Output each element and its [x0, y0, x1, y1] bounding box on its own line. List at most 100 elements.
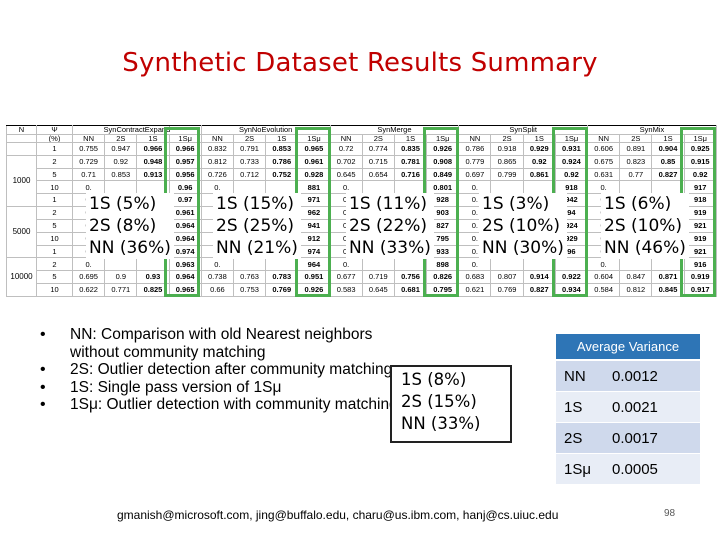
- value-cell: [232, 180, 267, 195]
- overlay-line: 2S (10%): [604, 216, 683, 236]
- method-header: NN: [329, 133, 363, 143]
- value-cell: 0.702: [329, 154, 363, 169]
- variance-row: 1Sμ 0.0005: [556, 453, 700, 485]
- value-cell: 0.719: [361, 270, 395, 285]
- value-cell: 0.: [71, 257, 106, 272]
- overlay-line: NN (33%): [349, 238, 431, 258]
- overlay-callout: 1S (6%) 2S (10%) NN (46%): [601, 193, 689, 259]
- psi-cell: 2: [36, 257, 73, 272]
- method-header: NN: [587, 133, 621, 143]
- variance-row: NN 0.0012: [556, 360, 700, 392]
- variance-method: NN: [556, 360, 604, 392]
- value-cell: 0.783: [265, 270, 299, 285]
- value-cell: 0.712: [232, 167, 267, 182]
- bullet-item: 2S: Outlier detection after community ma…: [40, 361, 400, 379]
- value-cell: 0.823: [619, 154, 653, 169]
- summary-box: 1S (8%) 2S (15%) NN (33%): [390, 365, 512, 443]
- value-cell: 0.681: [393, 283, 428, 297]
- value-cell: 0.947: [104, 142, 138, 156]
- variance-method: 2S: [556, 422, 604, 454]
- value-cell: 0.9: [104, 270, 138, 285]
- value-cell: 0.957: [168, 154, 202, 169]
- n-header-blank: [6, 133, 37, 143]
- value-cell: 0.929: [522, 142, 556, 156]
- value-cell: 0.756: [393, 270, 428, 285]
- value-cell: [393, 257, 428, 272]
- overlay-line: 1S (6%): [604, 194, 672, 214]
- psi-cell: 1: [36, 142, 73, 156]
- value-cell: 0.92: [104, 154, 138, 169]
- variance-value: 0.0017: [604, 422, 700, 454]
- value-cell: 0.847: [619, 270, 653, 285]
- n-cell: 5000: [6, 206, 37, 259]
- variance-table: Average Variance NN 0.0012 1S 0.0021 2S …: [556, 334, 700, 485]
- value-cell: 0.786: [458, 142, 492, 156]
- value-cell: 0.71: [71, 167, 106, 182]
- value-cell: [393, 180, 428, 195]
- value-cell: 0.92: [522, 154, 556, 169]
- bullet-item: 1Sμ: Outlier detection with community ma…: [40, 396, 400, 414]
- overlay-line: 2S (8%): [89, 216, 157, 236]
- psi-cell: 1: [36, 193, 73, 208]
- value-cell: [522, 180, 556, 195]
- psi-unit: (%): [36, 133, 73, 143]
- value-cell: 0.: [587, 180, 621, 195]
- value-cell: 0.645: [361, 283, 395, 297]
- n-header: N: [6, 125, 37, 135]
- variance-method: 1S: [556, 391, 604, 423]
- bullet-item: NN: Comparison with old Nearest neighbor…: [40, 326, 400, 361]
- value-cell: 0.771: [104, 283, 138, 297]
- value-cell: 0.769: [265, 283, 299, 297]
- variance-header: Average Variance: [556, 334, 700, 361]
- psi-header: Ψ: [36, 125, 73, 135]
- value-cell: 0.: [329, 257, 363, 272]
- value-cell: 0.: [458, 257, 492, 272]
- overlay-callout: 1S (15%) 2S (25%) NN (21%): [213, 193, 301, 259]
- value-cell: 0.: [200, 180, 234, 195]
- value-cell: 0.774: [361, 142, 395, 156]
- value-cell: 0.622: [71, 283, 106, 297]
- value-cell: 0.695: [71, 270, 106, 285]
- value-cell: 0.755: [71, 142, 106, 156]
- value-cell: 0.697: [458, 167, 492, 182]
- overlay-callout: 1S (11%) 2S (22%) NN (33%): [346, 193, 434, 259]
- page-number: 98: [664, 508, 676, 519]
- value-cell: [522, 257, 556, 272]
- value-cell: 0.779: [458, 154, 492, 169]
- value-cell: [104, 257, 138, 272]
- table-row: 10 0. 0.96 0. 881 0. 0.801 0. 918 0. 917: [7, 180, 717, 195]
- value-cell: 0.583: [329, 283, 363, 297]
- value-cell: 0.584: [587, 283, 621, 297]
- value-cell: [361, 257, 395, 272]
- value-cell: 0.752: [265, 167, 299, 182]
- variance-value: 0.0005: [604, 453, 700, 485]
- value-cell: 0.918: [490, 142, 524, 156]
- table-row: 5 0.695 0.9 0.93 0.964 0.738 0.763 0.783 0.951 0.…: [7, 270, 717, 285]
- method-header: 2S: [232, 133, 267, 143]
- bullet-item: 1S: Single pass version of 1Sμ: [40, 379, 400, 397]
- summary-line: NN (33%): [401, 414, 481, 433]
- value-cell: [619, 180, 653, 195]
- value-cell: 0.66: [200, 283, 234, 297]
- overlay-line: 2S (22%): [349, 216, 428, 236]
- value-cell: 0.733: [232, 154, 267, 169]
- value-cell: 0.853: [104, 167, 138, 182]
- overlay-callout: 1S (5%) 2S (8%) NN (36%): [86, 193, 174, 259]
- value-cell: 0.729: [71, 154, 106, 169]
- overlay-line: 2S (10%): [482, 216, 561, 236]
- table-row: 5 0.71 0.853 0.913 0.956 0.726 0.712 0.752 0.928…: [7, 167, 717, 182]
- value-cell: 0.781: [393, 154, 428, 169]
- value-cell: 0.72: [329, 142, 363, 156]
- value-cell: 0.: [329, 180, 363, 195]
- method-header: 2S: [361, 133, 395, 143]
- variance-value: 0.0021: [604, 391, 700, 423]
- value-cell: 0.832: [200, 142, 234, 156]
- overlay-line: NN (21%): [216, 238, 298, 258]
- slide-title: Synthetic Dataset Results Summary: [122, 48, 598, 78]
- method-header: NN: [458, 133, 492, 143]
- value-cell: 0.914: [522, 270, 556, 285]
- table-row: 1000 2 0.729 0.92 0.948 0.957 0.812 0.733 0.786 0…: [6, 154, 717, 208]
- value-cell: [619, 257, 653, 272]
- summary-line: 2S (15%): [401, 392, 477, 411]
- value-cell: 0.853: [265, 142, 299, 156]
